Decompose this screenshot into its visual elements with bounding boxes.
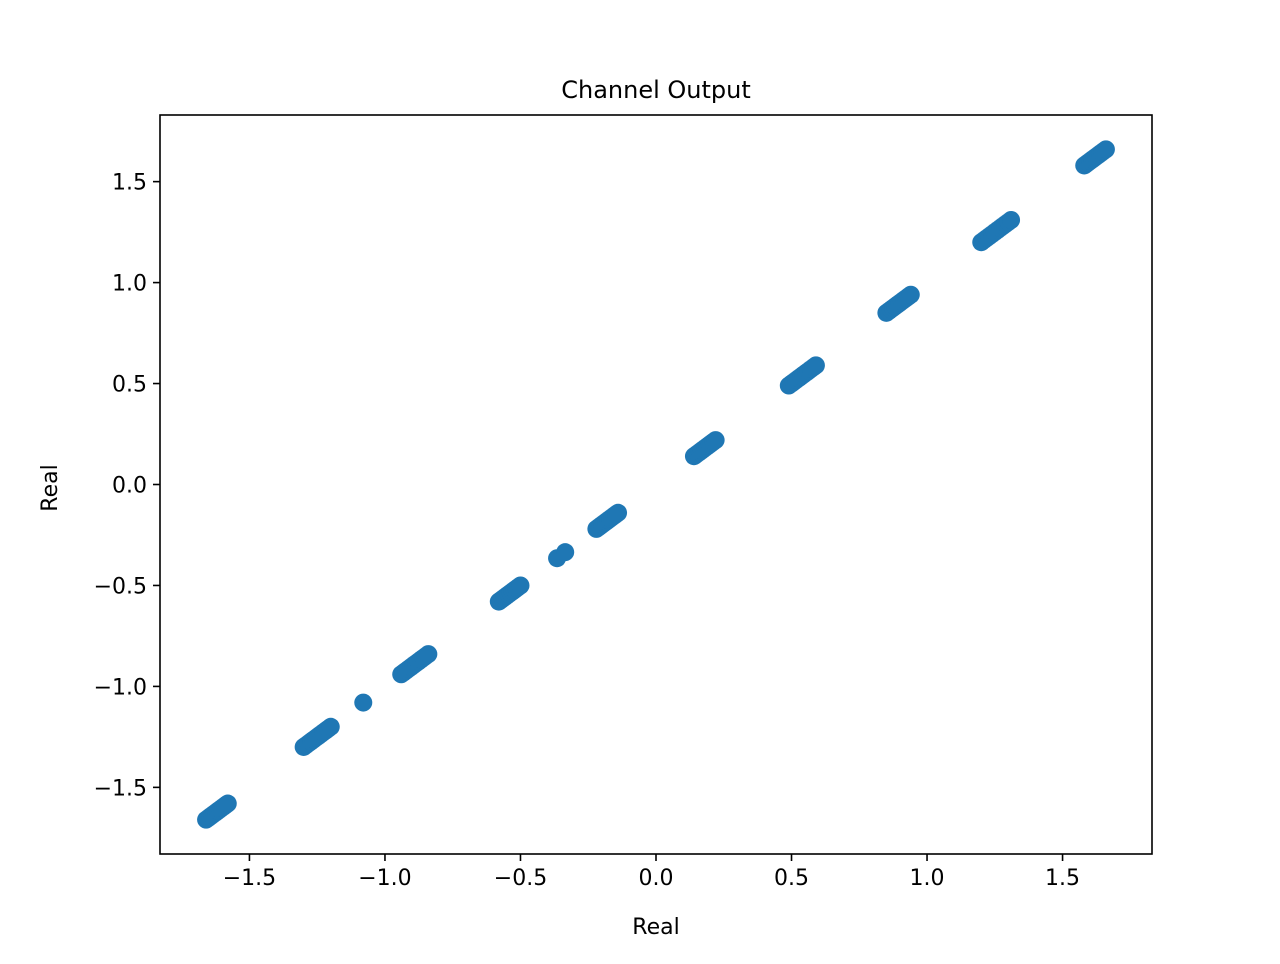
y-tick-label: 1.0 (112, 272, 147, 297)
y-tick-label: 0.0 (112, 474, 147, 499)
data-points (197, 140, 1115, 829)
data-point (901, 285, 920, 304)
x-tick-label: 0.5 (774, 866, 809, 891)
data-point (609, 503, 628, 522)
chart-title: Channel Output (561, 76, 751, 104)
x-tick-label: 1.0 (910, 866, 945, 891)
x-axis-label: Real (632, 915, 679, 940)
x-tick-label: −1.5 (223, 866, 276, 891)
y-axis-label: Real (38, 464, 63, 511)
y-tick-label: 0.5 (112, 373, 147, 398)
data-point (806, 356, 825, 375)
data-point (556, 543, 575, 562)
y-tick-label: 1.5 (112, 171, 147, 196)
data-point (1096, 140, 1115, 159)
data-point (1002, 210, 1021, 229)
y-tick-label: −0.5 (94, 574, 147, 599)
data-point (321, 717, 340, 736)
y-tick-label: −1.0 (94, 675, 147, 700)
x-tick-label: 1.5 (1045, 866, 1080, 891)
data-point (706, 431, 725, 450)
data-point (419, 645, 438, 664)
data-point (511, 576, 530, 595)
x-tick-label: 0.0 (639, 866, 674, 891)
y-axis-ticks: −1.5 −1.0 −0.5 0.0 0.5 1.0 1.5 (94, 171, 160, 801)
data-point (218, 794, 237, 813)
x-tick-label: −0.5 (494, 866, 547, 891)
x-axis-ticks: −1.5 −1.0 −0.5 0.0 0.5 1.0 1.5 (223, 854, 1080, 891)
y-tick-label: −1.5 (94, 776, 147, 801)
x-tick-label: −1.0 (358, 866, 411, 891)
data-point (354, 693, 373, 712)
